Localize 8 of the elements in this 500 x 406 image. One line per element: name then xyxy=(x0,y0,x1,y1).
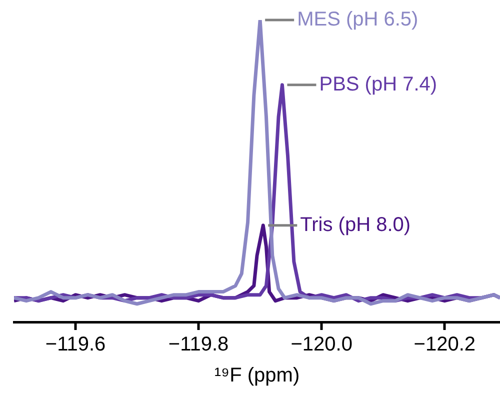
x-tick-label: −120.0 xyxy=(290,334,352,356)
series-label: Tris (pH 8.0) xyxy=(300,214,411,236)
series-label: PBS (pH 7.4) xyxy=(319,73,438,96)
x-tick-label: −119.8 xyxy=(168,334,229,356)
x-axis-title: ¹⁹F (ppm) xyxy=(214,364,300,387)
series-label: MES (pH 6.5) xyxy=(297,8,418,31)
x-tick-label: −120.2 xyxy=(414,334,476,356)
x-tick-label: −119.6 xyxy=(45,334,106,356)
